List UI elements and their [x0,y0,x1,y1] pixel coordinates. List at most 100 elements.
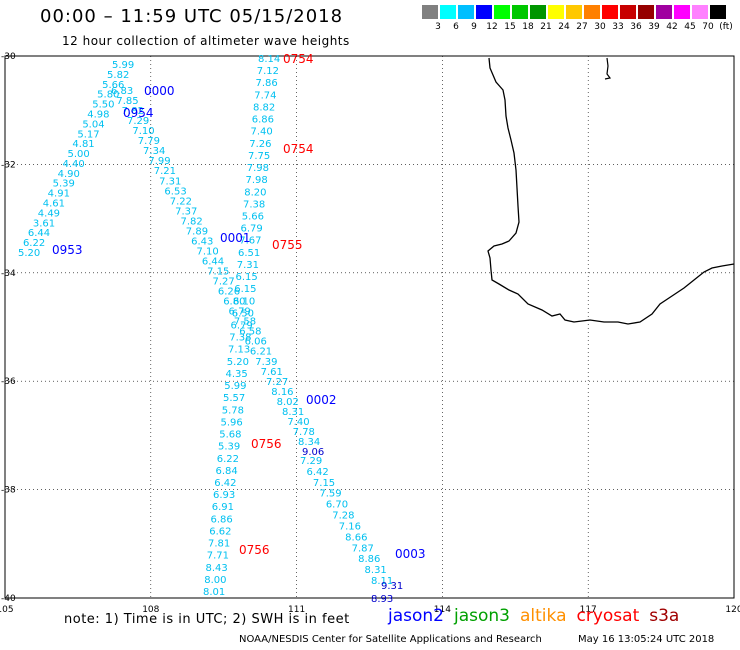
swh-value: 6.15 [234,284,256,295]
map-axes: 105 108 111 114 117 120 -30 -32 -34 -36 -38 -40 [0,52,740,615]
swh-value: 7.22 [170,196,192,207]
legend-label: 39 [648,22,660,32]
swh-value: 7.82 [122,106,144,117]
swh-value: 8.11 [371,576,393,587]
swh-value: 7.31 [159,176,181,187]
swh-value: 8.86 [358,554,380,565]
legend-swatch [674,5,690,19]
x-tick-label: 114 [434,605,451,615]
swh-value: 7.28 [332,511,354,522]
swh-value: 4.35 [226,369,248,380]
legend-swatch [422,5,438,19]
swh-value: 5.00 [67,149,89,160]
swh-value: 7.58 [234,317,256,328]
swh-value: 7.85 [116,96,138,107]
legend-label: (ft) [719,22,733,32]
swh-value: 6.21 [250,347,272,358]
swh-value: 7.27 [213,277,235,288]
swh-value: 6.62 [209,526,231,537]
swh-value: 7.29 [127,116,149,127]
swh-value: 5.96 [221,417,243,428]
swh-value: 7.98 [246,175,268,186]
swh-value: 5.66 [242,211,264,222]
swh-value: 8.66 [345,532,367,543]
satellite-s3a: s3a [649,606,680,626]
swh-value: 4.81 [72,139,94,150]
legend-swatch [656,5,672,19]
pass-time-label: 0003 [395,547,426,561]
swh-value: 7.81 [208,539,230,550]
swh-value: 5.99 [112,60,134,71]
swh-value: 7.29 [300,456,322,467]
swh-value: 6.26 [218,287,240,298]
swh-value: 4.90 [58,169,80,180]
legend-label: 27 [576,22,588,32]
swh-value: 9.31 [381,581,403,592]
swh-value: 7.15 [207,267,229,278]
pass-time-label: 0002 [306,393,337,407]
swh-value: 8.82 [253,102,275,113]
swh-value: 6.84 [216,466,238,477]
swh-value: 7.26 [249,139,271,150]
swh-value: 5.57 [223,393,245,404]
legend-label: 18 [522,22,534,32]
pass-time-label: 0756 [239,543,270,557]
swh-value: 5.17 [77,129,99,140]
legend-swatch [512,5,528,19]
swh-value: 5.20 [18,248,40,259]
legend-label: 12 [486,22,498,32]
swh-value: 6.50 [232,308,254,319]
swh-value: 6.86 [252,115,274,126]
swh-value: 3.61 [33,218,55,229]
swh-value: 7.99 [148,156,170,167]
swh-value: 7.40 [287,417,309,428]
swh-value: 7.12 [257,66,279,77]
swh-value: 5.80 [97,90,119,101]
chart-title: 00:00 – 11:59 UTC 05/15/2018 [40,6,344,27]
swh-value: 8.16 [271,387,293,398]
swh-value: 8.20 [244,187,266,198]
swh-value: 5.04 [82,119,104,130]
swh-value: 6.44 [28,228,50,239]
swh-value: 4.49 [38,208,60,219]
footnote: note: 1) Time is in UTC; 2) SWH is in fe… [64,612,350,627]
swh-value: 6.79 [231,321,253,332]
swh-value: 4.40 [63,159,85,170]
swh-value: 7.82 [180,216,202,227]
swh-value: 8.02 [277,397,299,408]
legend-label: 9 [471,22,477,32]
swh-value: 8.93 [371,594,393,605]
legend-swatch [566,5,582,19]
credit-line: NOAA/NESDIS Center for Satellite Applica… [239,634,542,645]
swh-value: 7.98 [247,163,269,174]
swh-value: 7.21 [154,166,176,177]
swh-value: 7.89 [186,226,208,237]
swh-value: 5.82 [107,70,129,81]
swh-value: 7.78 [293,427,315,438]
swh-value: 6.53 [164,186,186,197]
map-grid [5,56,734,598]
y-tick-label: -30 [1,52,16,62]
legend-swatch [548,5,564,19]
swh-value: 8.14 [258,54,280,65]
swh-value: 6.91 [212,502,234,513]
map-frame [4,55,735,599]
legend-swatch [458,5,474,19]
track-labels: 5.995.825.665.805.504.985.045.174.815.00… [18,54,403,605]
swh-value: 6.80 [223,297,245,308]
pass-time-label: 0953 [52,243,83,257]
swh-value: 7.34 [143,146,165,157]
legend-label: 30 [594,22,606,32]
legend-swatch [440,5,456,19]
swh-value: 8.00 [204,575,226,586]
swh-value: 7.79 [138,136,160,147]
swh-value: 4.61 [43,199,65,210]
swh-value: 7.31 [237,260,259,271]
swh-value: 5.20 [227,357,249,368]
swh-value: 5.68 [219,430,241,441]
y-tick-label: -38 [1,486,16,496]
swh-value: 6.79 [229,307,251,318]
swh-value: 6.15 [236,272,258,283]
pass-time-label: 0754 [283,52,314,66]
